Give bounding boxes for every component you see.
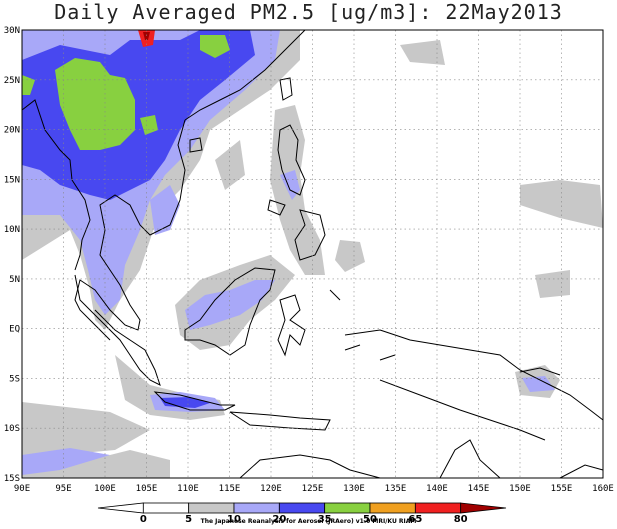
coast-new-guinea [344,329,604,421]
lat-label: 5S [9,374,20,384]
lon-label: 150E [509,484,531,494]
colorbar-tick-label: 80 [454,514,468,525]
coast-taiwan [279,77,293,101]
coast-indochina [74,119,186,341]
coast-sulawesi [277,294,306,357]
lon-label: 145E [468,484,490,494]
coast-south-china [184,29,306,121]
coast-bay-of-bengal [21,99,91,271]
colorbar-tick-label: 5 [185,514,192,525]
colorbar: 0 5 10 20 35 50 65 80 [97,502,507,525]
coast-mindoro [267,199,286,216]
colorbar-segment [278,502,326,514]
colorbar-tick-label: 10 [227,514,241,525]
coast-sumatra [74,274,161,386]
lon-label: 160E [592,484,614,494]
field-5-10-north-east [400,40,445,65]
field-10-20-borneo [185,280,275,330]
field-35-50-laos [140,115,158,135]
colorbar-tick-label: 35 [318,514,332,525]
coast-australia [239,439,604,479]
lat-axis: 30N 25N 20N 15N 10N 5N EQ 5S 10S 15S [4,26,20,484]
field-5-10-sea-strip [215,140,245,190]
lon-label: 130E [343,484,365,494]
lon-label: 155E [551,484,573,494]
lat-label: 15S [4,474,20,484]
lon-label: 95E [55,484,71,494]
colorbar-segment [369,502,416,514]
field-5-10-east-sea [535,270,570,298]
coast-hainan [189,137,203,153]
field-5-10-bottom [22,450,170,478]
plot-frame [21,29,604,479]
coast-png-south [379,379,546,441]
field-10-20-png [522,376,555,392]
lat-label: 30N [4,26,20,36]
coast-timor [229,411,331,431]
lat-label: EQ [9,325,20,335]
lat-label: 25N [4,76,20,86]
lon-label: 120E [260,484,282,494]
field-35-50 [22,35,230,150]
colorbar-tick-label: 50 [363,514,377,525]
field-35-50-myanmar [55,58,135,150]
colorbar-segment [188,502,235,514]
lat-label: 10S [4,424,20,434]
coast-bismarck [519,367,561,376]
colorbar-segment [233,502,280,514]
colorbar-segment [460,502,507,514]
coast-borneo [184,267,276,356]
coast-luzon [277,124,306,196]
lon-label: 90E [14,484,30,494]
colorbar-segment [142,502,190,514]
field-10-20-mainland [150,185,180,235]
field-10-20-southwest [22,448,110,475]
lon-label: 100E [94,484,116,494]
lon-label: 115E [219,484,241,494]
credit-line: The Japanese Reanalysis for Aerosol (JRA… [200,518,417,525]
field-5-10-celebes [335,240,365,272]
colorbar-tick-label: 65 [408,514,422,525]
coast-java [153,391,236,411]
lat-label: 10N [4,225,20,235]
lon-label: 125E [302,484,324,494]
map-title: Daily Averaged PM2.5 [ug/m3]: 22May2013 [54,0,563,24]
colorbar-tick-label: 0 [140,514,147,525]
lon-label: 140E [426,484,448,494]
lon-axis: 90E 95E 100E 105E 110E 115E 120E 125E 130E 135E 14… [14,484,614,494]
coastlines [21,29,604,479]
lon-label: 110E [177,484,199,494]
colorbar-segment [324,502,371,514]
colorbar-tick-label: 20 [272,514,286,525]
coast-philippines-south [294,209,326,261]
lon-label: 135E [385,484,407,494]
field-5-10-pacific [520,180,603,228]
lon-label: 105E [136,484,158,494]
lat-label: 5N [9,275,20,285]
colorbar-segment [97,502,144,514]
lat-label: 15N [4,175,20,185]
pm25-field [22,30,603,478]
lat-label: 20N [4,126,20,136]
coast-moluccas [329,289,396,361]
field-35-50-south-china [200,35,230,58]
colorbar-segment [414,502,462,514]
